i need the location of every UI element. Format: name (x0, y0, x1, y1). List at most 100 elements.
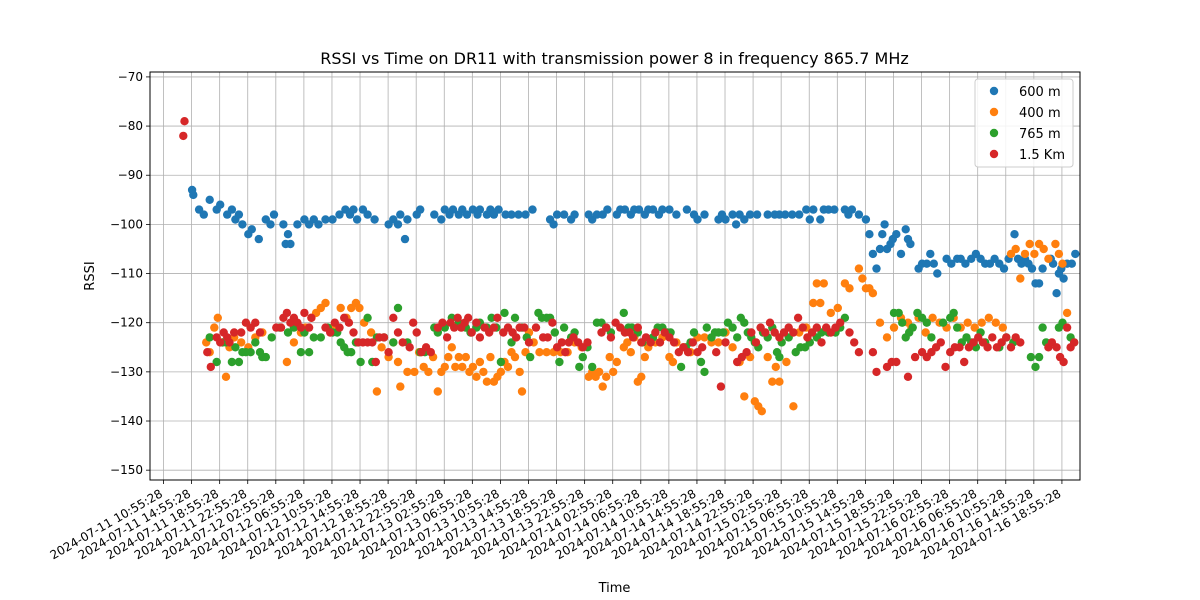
data-point (482, 377, 492, 386)
data-point (1038, 323, 1047, 332)
data-point (426, 348, 435, 357)
data-point (963, 318, 972, 327)
data-point (872, 264, 881, 273)
data-point (335, 323, 344, 332)
y-tick-label: −140 (110, 414, 143, 428)
data-point (1030, 249, 1039, 259)
data-point (983, 343, 992, 352)
data-point (282, 308, 292, 318)
grid (150, 72, 1080, 480)
data-point (655, 338, 665, 347)
data-point (700, 210, 709, 219)
data-point (179, 131, 188, 141)
data-point (977, 318, 986, 327)
data-point (227, 357, 237, 367)
y-tick-label: −150 (110, 463, 143, 477)
data-point (246, 348, 255, 357)
data-point (570, 210, 579, 219)
data-point (809, 298, 818, 308)
data-point (598, 382, 607, 391)
legend-marker (989, 86, 999, 96)
data-point (557, 338, 566, 347)
data-point (1016, 274, 1025, 283)
data-point (336, 303, 345, 313)
data-point (393, 357, 403, 367)
data-point (728, 343, 737, 352)
data-points (179, 117, 1080, 416)
data-point (646, 338, 655, 347)
data-point (809, 205, 818, 214)
data-point (1016, 338, 1025, 347)
data-point (486, 352, 495, 362)
data-point (868, 289, 878, 298)
y-axis: −70 −80 −90 −100 −110 −120 −130 −140 −150 (110, 70, 150, 477)
data-point (714, 338, 723, 347)
data-point (752, 210, 762, 219)
data-point (444, 352, 453, 362)
data-point (1006, 343, 1016, 352)
data-point (812, 279, 821, 288)
data-point (575, 362, 584, 372)
data-point (496, 357, 506, 367)
data-point (583, 338, 592, 347)
data-point (442, 333, 452, 342)
data-point (903, 372, 913, 381)
data-point (901, 225, 910, 234)
legend-label: 400 m (1019, 106, 1061, 121)
data-point (619, 308, 628, 318)
data-point (998, 323, 1007, 332)
data-point (261, 352, 270, 362)
data-point (440, 362, 449, 372)
data-point (716, 382, 726, 391)
data-point (798, 323, 807, 332)
data-point (472, 372, 481, 381)
data-point (468, 362, 478, 372)
legend-marker (989, 128, 999, 138)
data-point (1026, 352, 1036, 362)
data-point (991, 318, 1000, 327)
data-point (955, 343, 964, 352)
data-point (606, 333, 616, 342)
data-point (768, 377, 777, 386)
data-point (1025, 239, 1034, 249)
data-point (933, 269, 942, 278)
data-point (314, 220, 323, 229)
y-tick-label: −110 (110, 267, 143, 281)
data-point (669, 338, 679, 347)
data-point (812, 323, 821, 332)
data-point (448, 205, 458, 214)
y-tick-label: −70 (118, 70, 143, 84)
data-point (1051, 239, 1060, 249)
data-point (1070, 338, 1079, 347)
data-point (517, 387, 527, 396)
data-point (548, 318, 557, 327)
data-point (377, 343, 386, 352)
data-point (475, 205, 485, 214)
data-point (472, 318, 481, 327)
data-point (396, 210, 405, 219)
data-point (847, 205, 857, 214)
data-point (651, 328, 660, 337)
data-point (1052, 343, 1061, 352)
x-axis-label: Time (598, 581, 631, 596)
data-point (668, 357, 678, 367)
data-point (936, 338, 945, 347)
data-point (433, 387, 442, 396)
data-point (878, 230, 887, 239)
data-point (405, 343, 414, 352)
data-point (984, 313, 993, 322)
data-point (371, 357, 380, 367)
data-point (721, 215, 730, 224)
data-point (1058, 259, 1067, 268)
data-point (892, 357, 901, 367)
data-point (775, 210, 784, 219)
data-point (1031, 362, 1040, 372)
data-point (761, 328, 770, 337)
data-point (634, 205, 644, 214)
data-point (1039, 244, 1048, 254)
data-point (816, 215, 825, 224)
data-point (307, 313, 316, 322)
data-point (747, 328, 756, 337)
data-point (603, 205, 612, 214)
data-point (349, 205, 358, 214)
